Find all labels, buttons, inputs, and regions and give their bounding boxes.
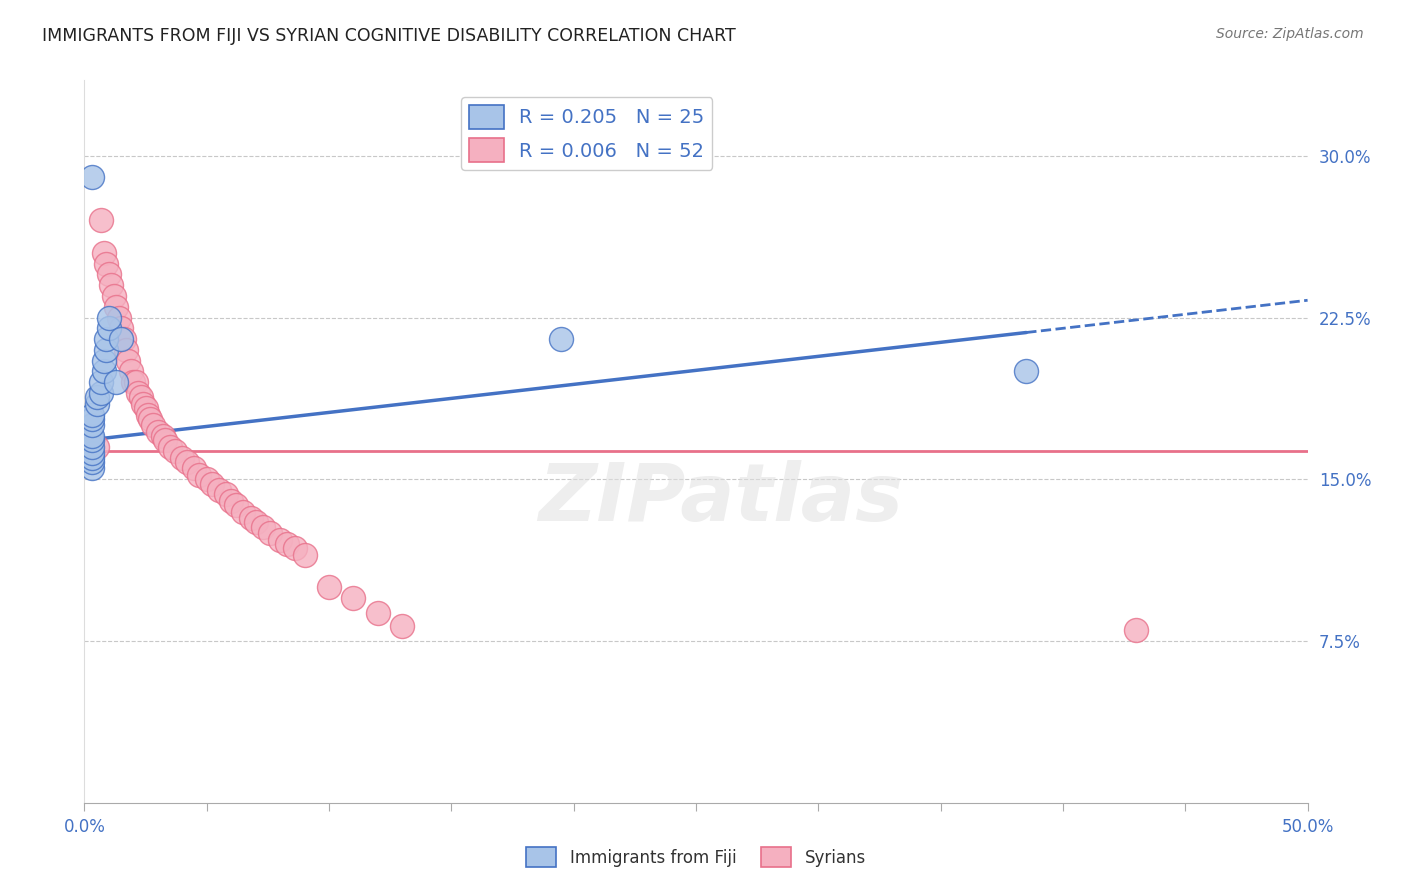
Point [391,619,413,633]
Point [122,376,145,390]
Point [294,548,316,562]
Point [367,606,389,620]
Point [163,444,186,458]
Point [96,343,118,357]
Point [107,310,129,325]
Point [80,446,103,460]
Point [284,541,307,556]
Point [80,461,103,475]
Text: ZIPatlas: ZIPatlas [538,460,903,539]
Point [127,386,149,401]
Point [80,429,103,443]
Point [86,390,108,404]
Point [105,376,128,390]
Point [96,332,118,346]
Point [110,332,132,346]
Point [110,321,132,335]
Point [550,332,572,346]
Point [103,289,125,303]
Point [200,476,222,491]
Point [86,440,108,454]
Point [93,245,115,260]
Point [276,537,298,551]
Point [86,397,108,411]
Point [115,343,138,357]
Point [80,440,103,454]
Point [152,429,174,443]
Point [142,418,165,433]
Point [97,310,120,325]
Text: IMMIGRANTS FROM FIJI VS SYRIAN COGNITIVE DISABILITY CORRELATION CHART: IMMIGRANTS FROM FIJI VS SYRIAN COGNITIVE… [42,27,735,45]
Point [90,213,112,227]
Point [342,591,364,605]
Point [239,511,262,525]
Point [219,493,242,508]
Point [183,461,205,475]
Point [1125,624,1147,638]
Point [139,412,162,426]
Point [93,353,115,368]
Point [90,386,112,401]
Point [252,520,274,534]
Point [80,418,103,433]
Point [136,408,159,422]
Point [97,321,120,335]
Point [132,397,155,411]
Point [225,498,247,512]
Point [146,425,169,439]
Point [112,332,135,346]
Point [80,412,103,426]
Point [80,455,103,469]
Point [176,455,198,469]
Point [269,533,291,547]
Point [100,278,122,293]
Point [120,364,142,378]
Point [125,376,148,390]
Point [318,580,340,594]
Point [93,364,115,378]
Point [159,440,181,454]
Legend: Immigrants from Fiji, Syrians: Immigrants from Fiji, Syrians [520,840,872,874]
Point [259,526,281,541]
Point [188,467,211,482]
Point [80,434,103,448]
Point [1015,364,1038,378]
Point [195,472,218,486]
Point [105,300,128,314]
Point [80,450,103,465]
Point [97,268,120,282]
Point [80,408,103,422]
Point [90,376,112,390]
Point [117,353,139,368]
Text: Source: ZipAtlas.com: Source: ZipAtlas.com [1216,27,1364,41]
Point [215,487,238,501]
Point [135,401,157,416]
Point [232,505,254,519]
Point [129,390,152,404]
Point [80,170,103,185]
Point [208,483,231,497]
Point [245,516,267,530]
Point [96,257,118,271]
Point [153,434,176,448]
Point [172,450,194,465]
